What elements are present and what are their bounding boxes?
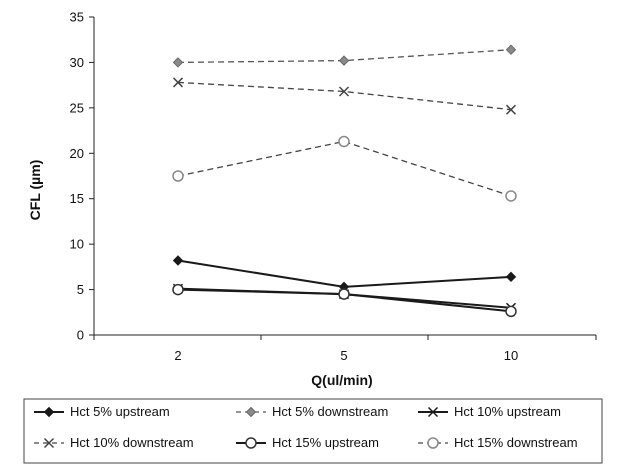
legend-marker: [43, 437, 55, 449]
series-line: [177, 81, 512, 111]
y-tick-label: 15: [70, 191, 84, 206]
legend-marker: [427, 437, 439, 449]
data-point: [505, 190, 517, 202]
legend-label: Hct 5% downstream: [272, 404, 388, 419]
y-axis-title: CFL (µm): [27, 160, 43, 221]
series-1: [172, 255, 517, 293]
data-point: [172, 57, 184, 68]
x-axis-title: Q(ul/min): [311, 372, 372, 388]
legend-label: Hct 15% upstream: [272, 435, 379, 450]
y-tick-label: 0: [77, 328, 84, 343]
data-point: [505, 44, 517, 55]
y-tick-label: 30: [70, 55, 84, 70]
y-tick-label: 20: [70, 146, 84, 161]
data-point: [505, 305, 517, 318]
data-point: [172, 283, 184, 296]
legend-label: Hct 10% upstream: [454, 404, 561, 419]
legend-item: Hct 15% downstream: [418, 435, 578, 450]
data-point: [172, 255, 184, 266]
legend-item: Hct 15% upstream: [236, 435, 379, 450]
legend-label: Hct 10% downstream: [70, 435, 194, 450]
data-point: [172, 77, 184, 88]
legend-label: Hct 5% upstream: [70, 404, 170, 419]
data-point: [172, 170, 184, 182]
data-point: [338, 288, 350, 300]
series-5: [172, 283, 517, 318]
series-2: [172, 44, 517, 68]
data-point: [338, 135, 350, 148]
legend-marker: [427, 406, 439, 418]
x-tick-label: 2: [174, 348, 181, 363]
axes: [89, 16, 597, 340]
data-point: [505, 271, 517, 283]
x-tick-label: 10: [504, 348, 518, 363]
legend: Hct 5% upstream Hct 5% downstream Hct 10% …: [23, 398, 603, 464]
y-tick-label: 35: [70, 10, 84, 25]
x-tick-labels: 2 5 10: [174, 348, 518, 363]
y-tick-label: 25: [70, 100, 84, 115]
legend-item: Hct 10% upstream: [418, 404, 561, 419]
y-tick-labels: 0 5 10 15 20 25 30 35: [70, 10, 84, 343]
series-6: [172, 135, 517, 202]
legend-marker: [245, 406, 257, 418]
legend-item: Hct 5% upstream: [34, 404, 170, 419]
y-tick-label: 10: [70, 237, 84, 252]
legend-item: Hct 10% downstream: [34, 435, 194, 450]
series-4: [172, 77, 517, 115]
data-point: [505, 104, 517, 115]
series-line: [177, 140, 512, 197]
legend-marker: [245, 437, 257, 449]
series-line: [177, 49, 512, 64]
plot-area: [172, 44, 517, 318]
legend-box: [23, 398, 603, 464]
legend-label: Hct 15% downstream: [454, 435, 578, 450]
y-tick-label: 5: [77, 282, 84, 297]
data-point: [338, 86, 350, 97]
legend-marker: [43, 406, 55, 418]
data-point: [338, 55, 350, 66]
legend-item: Hct 5% downstream: [236, 404, 388, 419]
x-tick-label: 5: [340, 348, 347, 363]
